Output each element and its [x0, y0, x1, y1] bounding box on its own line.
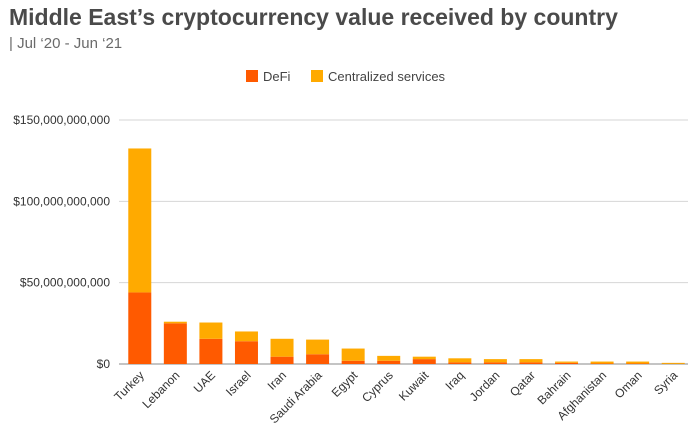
bars: [128, 148, 685, 364]
bar-centralized: [270, 338, 294, 357]
chart-subtitle: | Jul ‘20 - Jun ‘21: [9, 35, 123, 52]
bar-centralized: [163, 321, 187, 324]
x-tick-label: Egypt: [329, 368, 361, 400]
bar-centralized: [626, 361, 650, 364]
y-tick-label: $100,000,000,000: [13, 194, 110, 208]
x-tick-label: Lebanon: [140, 368, 183, 411]
bar-centralized: [412, 356, 436, 360]
bar-centralized: [199, 322, 223, 339]
y-axis: $0 $50,000,000,000 $100,000,000,000 $150,00…: [13, 113, 110, 371]
x-tick-label: UAE: [191, 368, 218, 395]
bar-centralized: [590, 361, 614, 364]
y-tick-label: $150,000,000,000: [13, 113, 110, 127]
x-tick-label: Iraq: [442, 368, 467, 393]
x-tick-label: Israel: [223, 368, 254, 399]
y-tick-label: $0: [97, 357, 111, 371]
bar-centralized: [661, 362, 685, 364]
bar-defi: [163, 323, 187, 364]
bar-defi: [128, 292, 152, 364]
x-tick-label: Cyprus: [359, 368, 396, 405]
legend-label-centralized: Centralized services: [328, 69, 446, 84]
x-tick-label: Kuwait: [396, 368, 432, 404]
x-tick-label: Oman: [612, 368, 645, 401]
bar-defi: [483, 362, 507, 364]
y-tick-label: $50,000,000,000: [20, 276, 110, 290]
legend-swatch-centralized: [311, 70, 323, 82]
bar-defi: [306, 354, 330, 364]
legend-label-defi: DeFi: [263, 69, 291, 84]
bar-centralized: [128, 148, 152, 293]
bar-centralized: [555, 361, 579, 363]
x-tick-label: Qatar: [507, 368, 538, 399]
bar-defi: [377, 360, 401, 364]
chart-title: Middle East’s cryptocurrency value recei…: [9, 4, 618, 30]
bar-centralized: [483, 359, 507, 363]
x-tick-label: Jordan: [467, 368, 503, 404]
legend: DeFi Centralized services: [246, 69, 446, 84]
bar-defi: [270, 356, 294, 364]
bar-defi: [519, 362, 543, 364]
bar-centralized: [306, 339, 330, 355]
bar-centralized: [448, 358, 472, 363]
bar-defi: [341, 360, 365, 364]
bar-defi: [199, 338, 223, 364]
bar-centralized: [341, 348, 365, 361]
x-tick-label: Iran: [265, 368, 290, 393]
bar-centralized: [234, 331, 258, 342]
bar-centralized: [377, 355, 401, 361]
bar-defi: [234, 341, 258, 364]
bar-defi: [412, 359, 436, 364]
bar-defi: [448, 362, 472, 364]
x-tick-label: Syria: [651, 368, 680, 397]
bar-centralized: [519, 359, 543, 363]
legend-swatch-defi: [246, 70, 258, 82]
bar-defi: [555, 362, 579, 364]
